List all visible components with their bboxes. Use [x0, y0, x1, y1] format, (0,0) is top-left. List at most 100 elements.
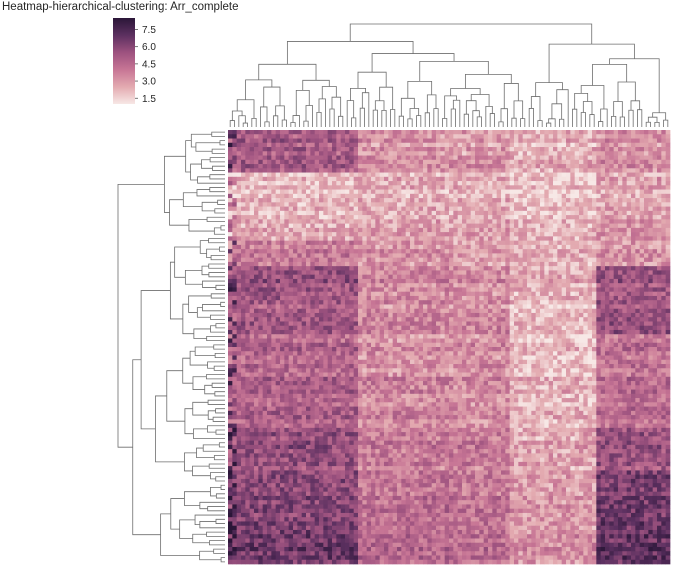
dendrogram-link — [209, 540, 225, 546]
heatmap-cell — [414, 155, 420, 161]
heatmap-cell — [366, 227, 372, 233]
heatmap-cell — [557, 206, 563, 212]
heatmap-cell — [635, 253, 641, 258]
dendrogram-link — [208, 238, 225, 244]
heatmap-cell — [574, 274, 580, 280]
heatmap-cell — [505, 257, 511, 263]
heatmap-cell — [440, 244, 446, 250]
heatmap-cell — [301, 202, 307, 207]
heatmap-cell — [245, 210, 251, 216]
heatmap-cell — [228, 278, 233, 284]
heatmap-cell — [613, 295, 619, 301]
heatmap-cell — [609, 295, 615, 301]
heatmap-cell — [466, 159, 472, 165]
heatmap-cell — [314, 300, 320, 305]
heatmap-cell — [613, 189, 619, 195]
heatmap-cell — [600, 236, 606, 241]
heatmap-cell — [418, 168, 424, 173]
heatmap-cell — [453, 172, 459, 178]
heatmap-cell — [475, 236, 480, 241]
heatmap-cell — [488, 189, 493, 195]
heatmap-cell — [665, 185, 671, 190]
heatmap-cell — [657, 232, 662, 237]
heatmap-cell — [492, 283, 498, 288]
heatmap-cell — [561, 317, 567, 322]
heatmap-cell — [306, 317, 311, 322]
heatmap-cell — [349, 210, 355, 216]
heatmap-cell — [548, 278, 554, 284]
heatmap-cell — [544, 159, 550, 165]
heatmap-cell — [232, 130, 238, 135]
heatmap-cell — [366, 223, 372, 229]
heatmap-cell — [553, 142, 558, 148]
heatmap-cell — [639, 270, 645, 276]
heatmap-cell — [657, 181, 662, 186]
heatmap-cell — [561, 130, 567, 135]
heatmap-cell — [514, 172, 519, 178]
heatmap-cell — [418, 215, 424, 220]
heatmap-cell — [280, 198, 285, 203]
dendrogram-link — [208, 272, 225, 278]
heatmap-cell — [596, 283, 602, 288]
heatmap-cell — [579, 283, 584, 288]
heatmap-cell — [592, 138, 597, 144]
heatmap-cell — [522, 278, 528, 284]
heatmap-cell — [492, 232, 498, 237]
heatmap-cell — [570, 164, 576, 169]
heatmap-cell — [353, 147, 359, 152]
heatmap-cell — [410, 249, 415, 254]
heatmap-cell — [323, 138, 329, 144]
heatmap-cell — [457, 278, 463, 284]
heatmap-cell — [392, 274, 398, 280]
heatmap-cell — [457, 291, 463, 297]
heatmap-cell — [249, 215, 255, 220]
heatmap-cell — [561, 142, 567, 148]
heatmap-cell — [375, 240, 381, 246]
heatmap-cell — [548, 147, 554, 152]
heatmap-cell — [587, 304, 593, 310]
heatmap-cell — [631, 155, 636, 161]
heatmap-cell — [297, 236, 303, 241]
heatmap-cell — [518, 189, 524, 195]
heatmap-cell — [306, 270, 311, 276]
heatmap-cell — [262, 266, 268, 271]
heatmap-cell — [301, 185, 307, 190]
heatmap-cell — [535, 317, 541, 322]
heatmap-cell — [470, 215, 476, 220]
heatmap-cell — [349, 193, 355, 199]
heatmap-cell — [271, 219, 277, 224]
heatmap-cell — [236, 147, 242, 152]
heatmap-cell — [505, 219, 511, 224]
heatmap-cell — [301, 300, 307, 305]
heatmap-cell — [366, 168, 372, 173]
dendrogram-link — [210, 472, 225, 480]
heatmap-cell — [262, 283, 268, 288]
heatmap-cell — [457, 223, 463, 229]
heatmap-cell — [310, 261, 316, 267]
dendrogram-link — [350, 87, 366, 101]
heatmap-cell — [418, 142, 424, 148]
heatmap-cell — [249, 181, 255, 186]
heatmap-cell — [241, 257, 246, 263]
heatmap-cell — [366, 138, 372, 144]
heatmap-cell — [353, 232, 359, 237]
heatmap-cell — [566, 291, 571, 297]
heatmap-cell — [431, 236, 437, 241]
heatmap-cell — [574, 134, 580, 139]
heatmap-cell — [535, 257, 541, 263]
heatmap-cell — [271, 274, 277, 280]
heatmap-cell — [228, 198, 233, 203]
heatmap-cell — [496, 257, 502, 263]
heatmap-cell — [557, 308, 563, 314]
heatmap-cell — [522, 240, 528, 246]
heatmap-cell — [566, 249, 571, 254]
heatmap-cell — [401, 155, 407, 161]
heatmap-cell — [388, 206, 394, 212]
heatmap-cell — [349, 266, 355, 271]
heatmap-cell — [657, 210, 662, 216]
heatmap-cell — [284, 227, 290, 233]
heatmap-cell — [379, 155, 385, 161]
heatmap-cell — [236, 185, 242, 190]
heatmap-cell — [301, 164, 307, 169]
heatmap-cell — [661, 227, 667, 233]
